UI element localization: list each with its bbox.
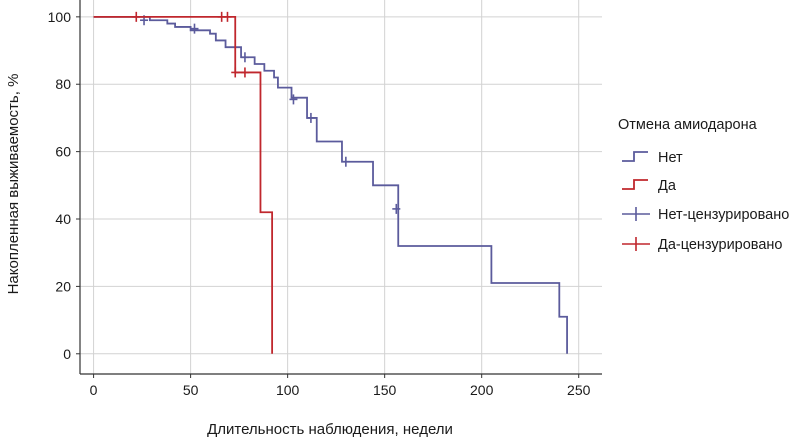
series-line [93, 15, 568, 354]
legend-item: Нет [622, 150, 683, 166]
tick-labels: 0 50 100 150 200 250 0 20 40 60 80 100 [48, 9, 591, 398]
axes [76, 0, 602, 378]
legend-step-swatch [622, 179, 648, 190]
legend-step-swatch [622, 151, 648, 162]
legend: Отмена амиодарона Нет Да Нет-цензурировано… [618, 117, 789, 253]
series-layer [93, 11, 568, 354]
x-tick-label: 250 [567, 382, 591, 398]
y-tick-label: 40 [55, 211, 71, 227]
legend-label: Да-цензурировано [658, 237, 782, 253]
legend-item: Да [622, 178, 677, 194]
series-net [93, 15, 568, 354]
y-tick-label: 20 [55, 278, 71, 294]
y-tick-label: 60 [55, 144, 71, 160]
x-axis-title: Длительность наблюдения, недели [207, 421, 453, 438]
series-da [93, 11, 274, 354]
legend-item: Да-цензурировано [622, 237, 782, 253]
legend-item: Нет-цензурировано [622, 207, 789, 223]
y-axis-title: Накопленная выживаемость, % [5, 74, 22, 295]
x-tick-label: 50 [183, 382, 199, 398]
legend-label: Да [658, 178, 677, 194]
legend-title: Отмена амиодарона [618, 117, 758, 133]
x-tick-label: 200 [470, 382, 494, 398]
legend-label: Нет-цензурировано [658, 207, 789, 223]
x-tick-label: 100 [276, 382, 300, 398]
y-tick-label: 100 [48, 9, 72, 25]
y-tick-label: 0 [63, 346, 71, 362]
grid [80, 0, 602, 374]
legend-label: Нет [658, 150, 683, 166]
series-line [93, 15, 274, 354]
legend-items: Нет Да Нет-цензурировано Да-цензурировано [622, 150, 789, 253]
x-tick-label: 0 [90, 382, 98, 398]
x-tick-label: 150 [373, 382, 397, 398]
y-tick-label: 80 [55, 76, 71, 92]
